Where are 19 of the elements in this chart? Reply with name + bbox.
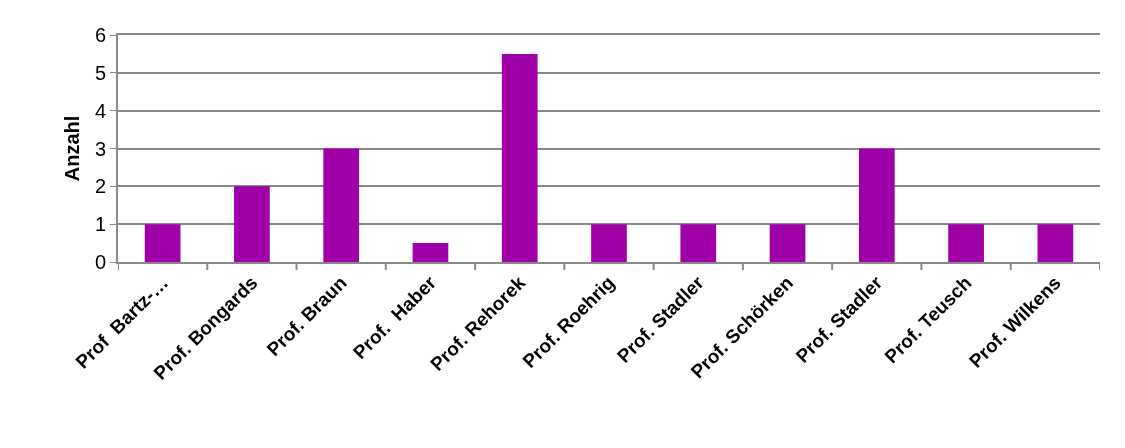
y-tick-label: 2: [94, 175, 106, 198]
y-tick-label: 6: [94, 24, 106, 46]
bar: [858, 148, 895, 262]
bar: [501, 53, 538, 262]
y-tick-label: 3: [94, 137, 106, 160]
y-axis-title: Anzahl: [60, 115, 83, 182]
bar: [144, 224, 181, 262]
y-tick-label: 4: [94, 99, 106, 122]
bar: [234, 186, 270, 262]
y-tick-label: 5: [94, 61, 106, 84]
bar: [680, 224, 717, 262]
bar: [769, 224, 806, 262]
y-tick-label: 0: [94, 251, 106, 273]
bar: [323, 148, 360, 262]
bar: [948, 224, 984, 262]
bar: [412, 243, 449, 262]
y-tick-label: 1: [94, 213, 106, 236]
bar: [591, 224, 627, 262]
bar: [1037, 224, 1074, 262]
